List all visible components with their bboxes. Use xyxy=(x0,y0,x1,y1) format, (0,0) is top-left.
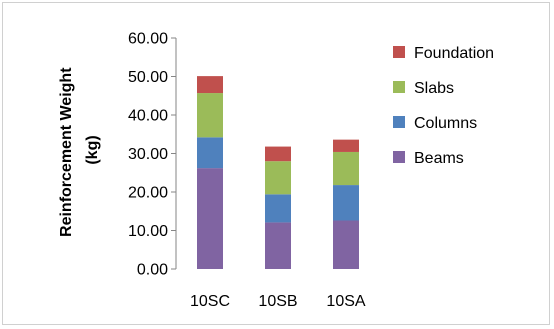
bar-segment-columns-10sa xyxy=(333,185,359,221)
y-axis-title: Reinforcement Weight (kg) xyxy=(58,63,101,237)
bar-segment-foundation-10sb xyxy=(265,146,291,162)
legend-label-foundation: Foundation xyxy=(414,45,494,62)
y-axis-title-line2: (kg) xyxy=(84,135,101,164)
y-axis-title-line1: Reinforcement Weight xyxy=(58,67,75,237)
y-tick-label: 0.00 xyxy=(137,262,168,279)
x-tick-label: 10SA xyxy=(326,293,365,310)
bar-segment-slabs-10sa xyxy=(333,151,359,186)
bar-segment-slabs-10sb xyxy=(265,161,291,195)
y-tick-label: 60.00 xyxy=(128,31,168,48)
x-tick-label: 10SB xyxy=(258,293,297,310)
legend-label-columns: Columns xyxy=(414,115,477,132)
y-tick-label: 50.00 xyxy=(128,69,168,86)
bar-segment-beams-10sb xyxy=(265,222,291,269)
bar-segment-columns-10sb xyxy=(265,194,291,223)
legend-swatch-columns xyxy=(393,116,405,128)
bar-segment-columns-10sc xyxy=(197,137,223,169)
y-tick-label: 20.00 xyxy=(128,185,168,202)
y-tick-label: 10.00 xyxy=(128,223,168,240)
legend-swatch-beams xyxy=(393,151,405,163)
x-tick-label: 10SC xyxy=(190,293,230,310)
bar-segment-beams-10sc xyxy=(197,168,223,269)
y-tick-label: 40.00 xyxy=(128,108,168,125)
legend: Foundation Slabs Columns Beams xyxy=(393,45,494,167)
bar-segment-beams-10sa xyxy=(333,220,359,269)
bar-segment-foundation-10sa xyxy=(333,139,359,152)
legend-swatch-slabs xyxy=(393,81,405,93)
legend-swatch-foundation xyxy=(393,46,405,58)
y-tick-label: 30.00 xyxy=(128,146,168,163)
bar-segment-foundation-10sc xyxy=(197,76,223,94)
legend-label-beams: Beams xyxy=(414,150,464,167)
bar-segment-slabs-10sc xyxy=(197,93,223,138)
legend-label-slabs: Slabs xyxy=(414,80,454,97)
